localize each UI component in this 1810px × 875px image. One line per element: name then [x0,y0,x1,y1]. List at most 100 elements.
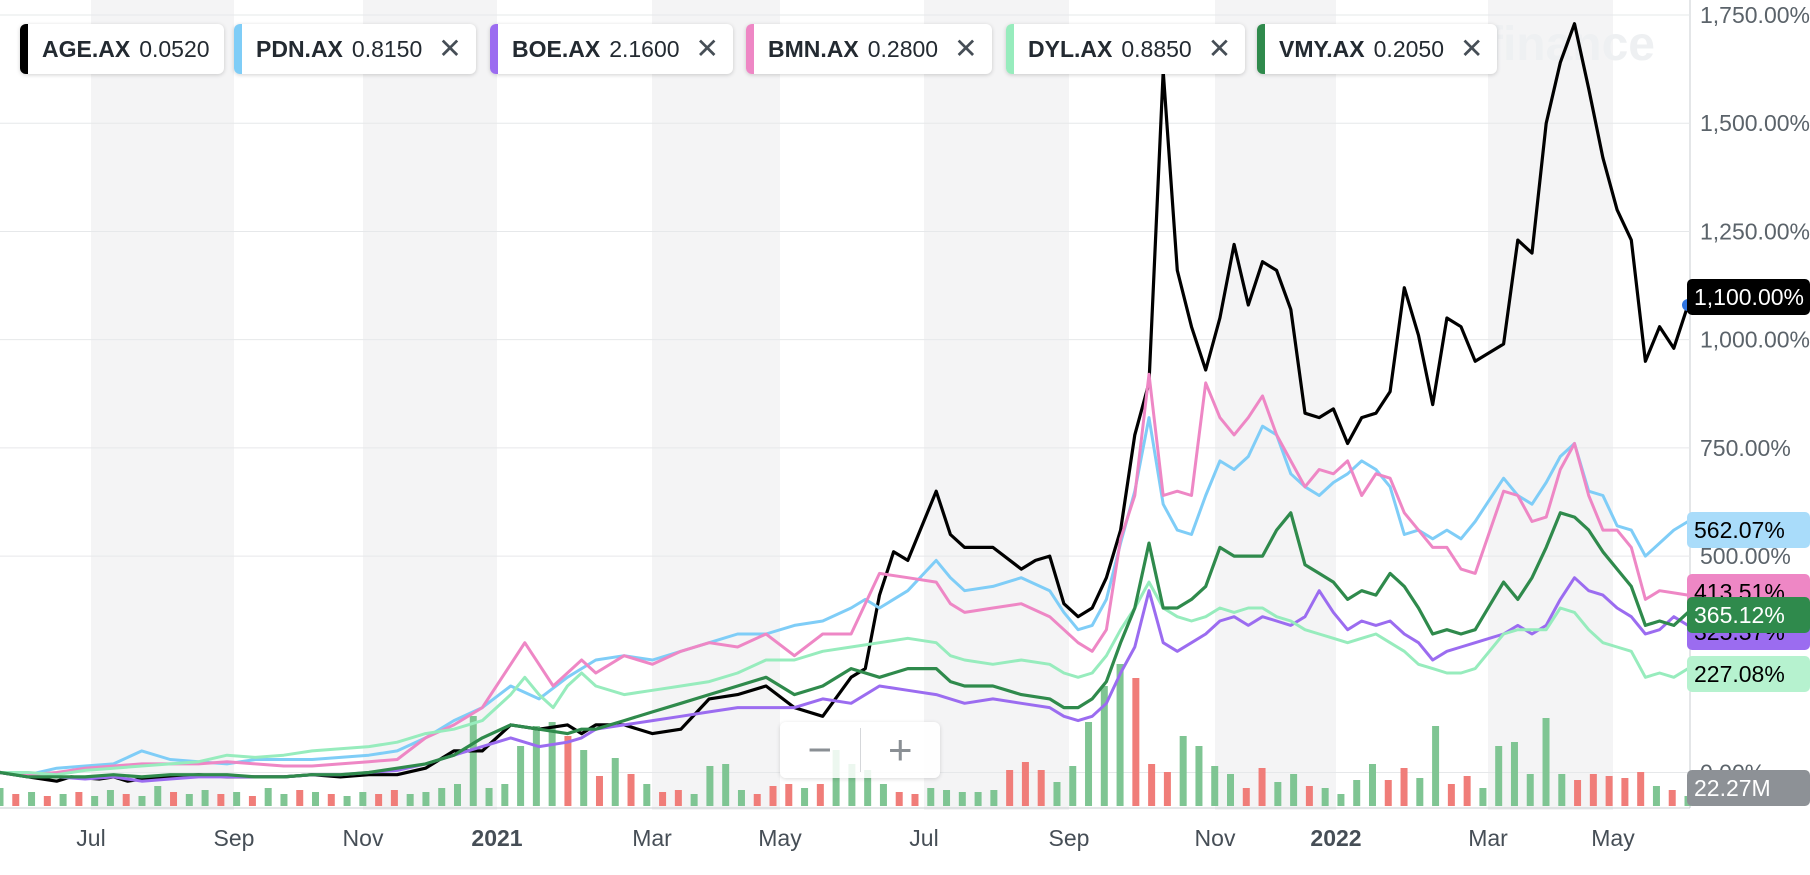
x-tick-label: Nov [343,825,384,851]
volume-bar [1558,774,1566,806]
x-tick-label: Jul [909,825,938,851]
volume-bar [75,792,83,806]
volume-bar [1400,768,1408,806]
volume-bar [879,784,887,806]
remove-comparison-close-icon[interactable]: ✕ [1207,33,1232,64]
volume-bar [1605,776,1613,806]
ticker-price: 0.0520 [139,35,210,62]
month-band [363,0,497,810]
volume-bar [1242,788,1250,806]
series-color-swatch [234,24,242,74]
volume-bar [1163,772,1171,806]
volume-bar [1053,782,1061,806]
volume-bar [595,776,603,806]
volume-bar [753,794,761,806]
last-value-label-age-ax: 1,100.00% [1687,279,1810,315]
volume-bar [280,794,288,806]
volume-bar [217,794,225,806]
label-pill-bg [1687,512,1810,548]
volume-bar [564,736,572,806]
legend-chip-age-ax[interactable]: AGE.AX 0.0520 [20,24,224,74]
label-pill-text: 227.08% [1694,661,1785,687]
volume-bar [138,796,146,806]
volume-bar [312,792,320,806]
x-tick-label: Nov [1195,825,1236,851]
volume-bar [1384,780,1392,806]
volume-bar [832,750,840,806]
y-tick-label: 1,000.00% [1700,327,1810,353]
ticker-symbol: BMN.AX [768,35,859,62]
volume-bar [375,794,383,806]
month-band [1215,0,1336,810]
series-color-swatch [1006,24,1014,74]
volume-bar [327,794,335,806]
remove-comparison-close-icon[interactable]: ✕ [438,33,462,64]
volume-bar [958,792,966,806]
month-band [91,0,234,810]
x-tick-label: May [758,825,802,851]
month-band [652,0,780,810]
volume-bar [1100,686,1108,806]
volume-bar [201,790,209,806]
ticker-symbol: VMY.AX [1279,35,1365,62]
volume-bar [659,792,667,806]
zoom-out-button[interactable]: − [807,726,833,773]
watermark: finance [1487,18,1655,71]
volume-bar [154,786,162,806]
remove-comparison-close-icon[interactable]: ✕ [695,33,720,64]
volume-bar [1006,770,1014,806]
legend-chip-pdn-ax[interactable]: PDN.AX 0.8150 ✕ [234,24,476,74]
volume-bar [1227,774,1235,806]
label-pill-text: 562.07% [1694,517,1785,543]
volume-bar [1148,764,1156,806]
zoom-in-button[interactable]: + [887,726,913,773]
x-tick-label: Mar [632,825,672,851]
volume-bar [1274,782,1282,806]
series-line-bmn-ax [0,372,1690,777]
series-color-swatch [746,24,754,74]
label-pill-bg [1687,597,1810,633]
volume-bar [801,788,809,806]
volume-bar [122,794,130,806]
volume-bar [517,746,525,806]
series-color-swatch [20,24,28,74]
x-tick-label: 2021 [471,825,522,851]
remove-comparison-close-icon[interactable]: ✕ [954,33,978,64]
legend-chip-dyl-ax[interactable]: DYL.AX 0.8850 ✕ [1006,24,1246,74]
volume-bar [59,794,67,806]
volume-bar [296,790,304,806]
volume-bar [1416,778,1424,806]
legend-chip-boe-ax[interactable]: BOE.AX 2.1600 ✕ [490,24,734,74]
volume-bar [501,784,509,806]
label-pill-text: 1,100.00% [1694,284,1804,310]
series-color-swatch [1257,24,1265,74]
volume-bar [864,770,872,806]
volume-bar [1621,778,1629,806]
legend-chip-bmn-ax[interactable]: BMN.AX 0.2800 ✕ [746,24,992,74]
volume-bar [974,792,982,806]
remove-comparison-close-icon[interactable]: ✕ [1460,33,1484,64]
volume-bar [1305,786,1313,806]
label-pill-bg [1687,279,1810,315]
volume-bar [28,792,36,806]
legend-chip-vmy-ax[interactable]: VMY.AX 0.2050 ✕ [1257,24,1498,74]
series-line-pdn-ax [0,416,1690,777]
volume-bar [816,784,824,806]
volume-bar [485,788,493,806]
volume-bar [1463,776,1471,806]
series-line-boe-ax [0,576,1690,783]
last-value-label-vmy-ax: 365.12% [1687,597,1810,633]
label-pill-text: 365.12% [1694,602,1785,628]
volume-bar [1337,794,1345,806]
last-value-label-dyl-ax: 227.08% [1687,656,1810,692]
volume-bar [1321,788,1329,806]
volume-bar [1542,718,1550,806]
volume-bar [1526,774,1534,806]
volume-bar [1495,746,1503,806]
volume-bar [185,794,193,806]
volume-bar [1021,762,1029,806]
series-line-dyl-ax [0,580,1690,777]
y-tick-label: 750.00% [1700,435,1791,461]
ticker-price: 0.2050 [1373,35,1444,62]
